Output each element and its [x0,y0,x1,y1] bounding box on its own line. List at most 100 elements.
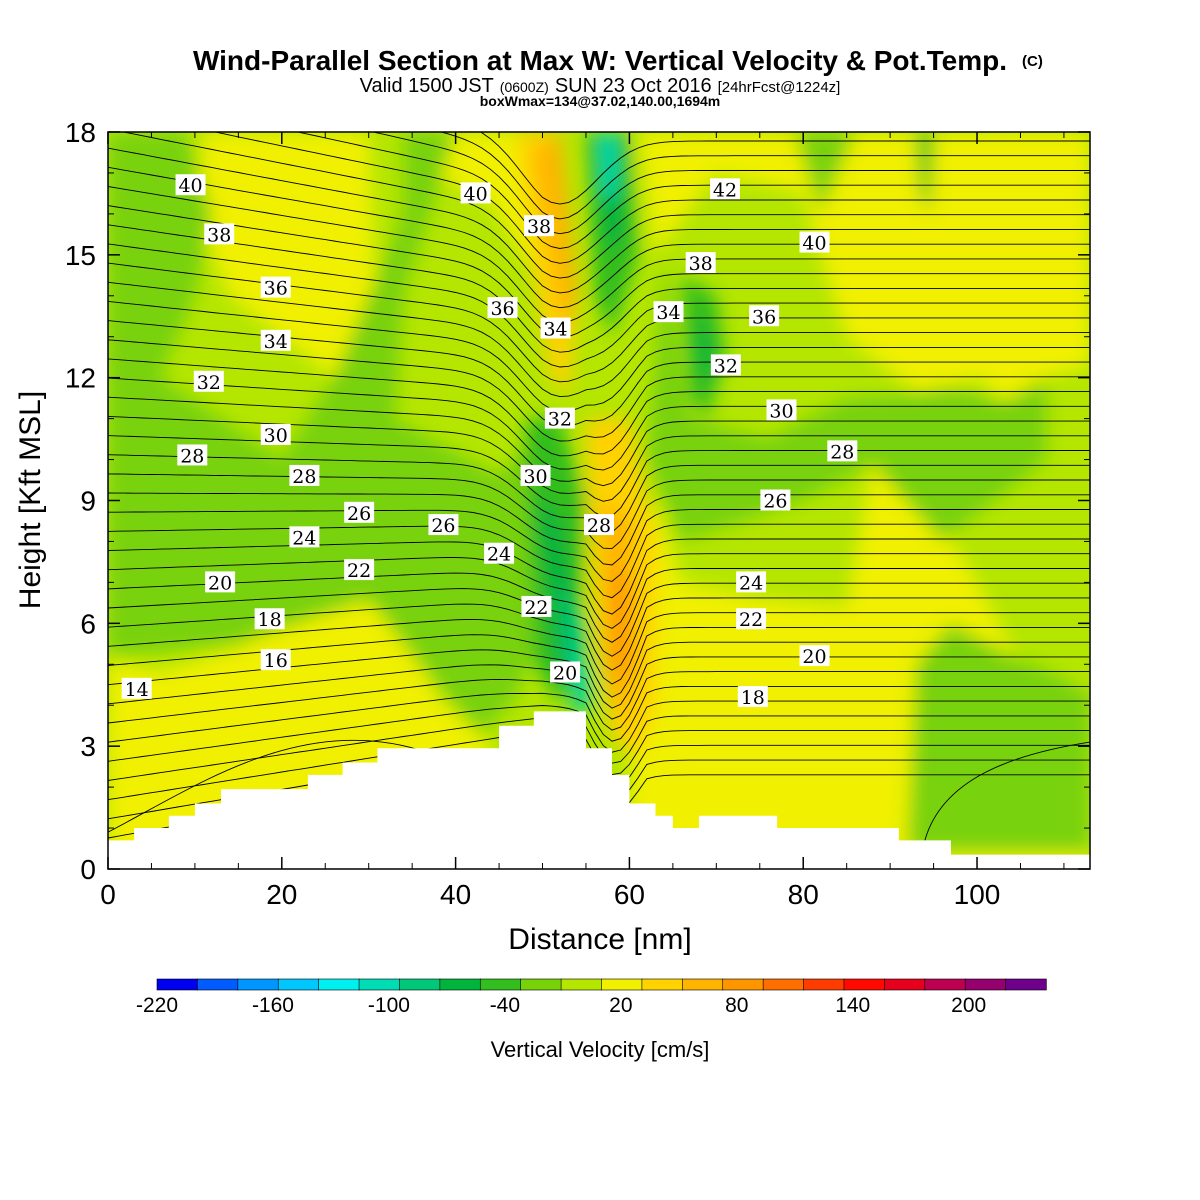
x-axis-label: Distance [nm] [508,923,691,956]
y-tick-label: 9 [80,486,96,517]
contour-label-box [289,464,320,486]
forecast-info: [24hrFcst@1224z] [718,79,841,96]
colorbar-tick-label: 20 [609,994,632,1017]
colorbar-swatch [1005,978,1047,991]
contour-label: 24 [487,544,511,566]
colorbar-swatch [237,978,279,991]
colorbar-swatch [318,978,360,991]
copyright-mark: (C) [1022,53,1043,70]
plot-area: 4038363432302828262422201816144038363432… [108,132,1090,869]
contour-label: 34 [264,331,288,353]
isentrope-line [121,132,1090,279]
colorbar-label: Vertical Velocity [cm/s] [491,1037,710,1062]
x-tick-label: 100 [954,879,1001,910]
box-wmax-info: boxWmax=134@37.02,140.00,1694m [480,93,721,109]
colorbar-swatch [439,978,481,991]
contour-label-box [121,677,152,699]
contour-label: 14 [125,679,149,701]
isentrope-line [108,685,1090,743]
isentrope-line [108,358,1090,457]
contour-label-box [205,571,236,593]
isentrope-line [108,377,1090,471]
contour-label-box [799,645,830,667]
contour-label: 30 [523,466,547,488]
isentrope-line [108,523,1090,599]
colorbar-swatch [884,978,926,991]
contour-label: 28 [830,441,854,463]
colorbar: -220 -160 -100 -40 20 80 140 200 [136,978,1047,1017]
isentrope-line [108,396,1090,487]
isentrope-line [108,612,1090,685]
contour-label-box [749,305,780,327]
isentrope-line [108,582,1090,657]
colorbar-swatch [479,978,522,991]
contour-label-box [584,514,614,536]
isentrope-line [108,568,1090,643]
valid-date: SUN 23 Oct 2016 [555,75,712,97]
contour-label-box [760,489,791,511]
contour-label: 28 [292,466,316,488]
y-tick-label: 15 [65,240,96,271]
colorbar-swatch [601,978,643,991]
colorbar-swatch [803,978,845,991]
contour-label-box [710,178,741,200]
contour-label-box [254,608,285,630]
contour-label: 30 [264,425,288,447]
y-tick-label: 3 [80,731,96,762]
contour-label: 36 [264,278,288,300]
contour-label-box [736,608,767,630]
colorbar-swatch [520,978,562,991]
colorbar-swatch [277,978,320,991]
isentrope-line [108,281,1090,398]
colorbar-tick-label: -160 [252,994,294,1017]
isentrope-line [108,739,421,833]
isentrope-line [371,132,1090,235]
contour-label: 16 [264,650,288,672]
isentrope-line [212,132,1090,264]
isentrope-line [924,741,1090,841]
contour-label-box [766,399,797,421]
y-tick-label: 0 [80,854,96,885]
contour-label-box [799,231,830,253]
velocity-region [572,643,591,714]
isentrope-line [108,700,1090,762]
contour-label-box [344,559,375,581]
contour-label: 40 [802,233,826,255]
contour-label-box [710,354,741,376]
colorbar-swatch [358,978,401,991]
isentrope-line [108,186,1090,323]
isentrope-line [108,224,1090,353]
colorbar-swatch [560,978,603,991]
isentrope-line [439,132,1090,220]
colorbar-swatch [762,978,805,991]
colorbar-swatch [197,978,239,991]
contour-label: 28 [587,515,611,537]
contour-label-box [428,514,459,536]
isentrope-line [108,147,1090,294]
x-tick-label: 40 [440,879,471,910]
contour-label-box [544,407,575,429]
contour-label-box [827,440,858,462]
contour-label-box [460,182,491,204]
y-tick-label: 6 [80,608,96,639]
colorbar-swatch [682,978,724,991]
contour-label-box [524,215,555,237]
velocity-region [916,132,934,214]
isentrope-line [108,656,1090,720]
contour-label: 34 [543,319,567,341]
isentrope-line [108,538,1090,615]
y-axis-label: Height [Kft MSL] [14,391,47,609]
contour-label-box [653,301,684,323]
colorbar-tick-label: 140 [835,994,870,1017]
contour-label: 32 [197,372,221,394]
contour-label-box [344,501,375,523]
contour-label: 22 [347,560,371,582]
contour-label: 26 [763,491,787,513]
isentrope-line [108,509,1090,582]
x-tick-label: 20 [266,879,297,910]
valid-utc: (0600Z) [500,79,549,95]
contour-label: 40 [464,183,488,205]
colorbar-tick-label: 200 [951,994,986,1017]
contour-label-box [487,297,518,319]
